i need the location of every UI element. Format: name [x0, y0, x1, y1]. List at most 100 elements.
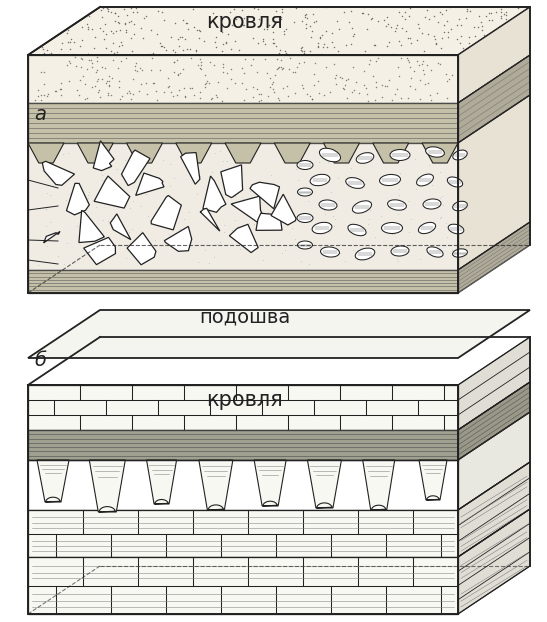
Point	[384, 75, 393, 85]
Point	[121, 19, 130, 29]
Point	[98, 26, 107, 36]
Point	[359, 2, 368, 12]
Polygon shape	[110, 214, 131, 239]
Point	[400, 7, 409, 17]
Polygon shape	[458, 7, 530, 103]
Point	[95, 24, 104, 34]
Point	[84, 187, 93, 197]
Point	[130, 62, 139, 72]
Point	[210, 148, 219, 158]
Point	[160, 87, 168, 97]
Point	[264, 20, 273, 30]
Point	[254, 89, 263, 99]
Point	[113, 221, 121, 231]
Point	[81, 79, 90, 89]
Polygon shape	[84, 238, 115, 265]
Polygon shape	[458, 412, 530, 510]
Point	[497, 11, 506, 21]
Point	[199, 36, 208, 46]
Ellipse shape	[447, 177, 463, 187]
Point	[412, 184, 421, 194]
Point	[301, 12, 310, 22]
Point	[433, 17, 442, 27]
Point	[62, 195, 71, 205]
Point	[211, 32, 220, 42]
Point	[428, 180, 437, 190]
Point	[306, 32, 315, 42]
Point	[277, 7, 286, 17]
Ellipse shape	[417, 174, 433, 186]
Point	[305, 237, 314, 247]
Point	[133, 66, 142, 76]
Polygon shape	[231, 196, 262, 222]
Point	[106, 7, 115, 17]
Point	[77, 35, 86, 45]
Point	[418, 27, 427, 37]
Point	[109, 38, 118, 48]
Point	[365, 205, 374, 215]
Point	[105, 177, 114, 187]
Ellipse shape	[388, 200, 406, 210]
Point	[195, 26, 204, 35]
Point	[404, 227, 413, 237]
Point	[164, 82, 173, 92]
Point	[314, 76, 323, 86]
Point	[237, 19, 246, 29]
Point	[238, 63, 247, 73]
Point	[301, 23, 310, 33]
Point	[136, 63, 144, 73]
Point	[118, 91, 126, 101]
Ellipse shape	[423, 199, 441, 209]
Point	[235, 45, 243, 55]
Point	[42, 221, 50, 231]
Point	[90, 43, 98, 53]
Polygon shape	[136, 173, 164, 195]
Point	[147, 26, 155, 35]
Point	[374, 53, 382, 63]
Point	[366, 55, 375, 65]
Point	[105, 81, 114, 91]
Point	[432, 39, 440, 49]
Point	[172, 90, 181, 100]
Point	[220, 220, 229, 230]
Point	[158, 7, 167, 17]
Point	[269, 39, 277, 49]
Point	[123, 10, 131, 20]
Point	[260, 54, 269, 64]
Point	[230, 20, 238, 30]
Point	[315, 157, 323, 167]
Point	[148, 53, 156, 63]
Point	[440, 20, 449, 30]
Ellipse shape	[418, 223, 435, 234]
Point	[314, 42, 323, 52]
Point	[401, 26, 410, 36]
Point	[394, 154, 403, 164]
Point	[89, 236, 97, 246]
Point	[363, 90, 371, 100]
Polygon shape	[250, 182, 280, 209]
Point	[332, 70, 341, 80]
Point	[240, 21, 248, 30]
Point	[461, 12, 470, 22]
Point	[383, 19, 392, 29]
Point	[349, 62, 358, 72]
Point	[62, 60, 71, 70]
Point	[274, 63, 282, 73]
Point	[181, 92, 190, 102]
Point	[249, 92, 258, 102]
Point	[277, 4, 286, 14]
Polygon shape	[147, 460, 177, 504]
Point	[432, 88, 441, 98]
Point	[82, 64, 91, 74]
Point	[229, 4, 238, 14]
Point	[176, 225, 185, 234]
Point	[301, 9, 310, 19]
Point	[333, 16, 342, 26]
Point	[78, 53, 86, 63]
Point	[363, 201, 372, 211]
Point	[126, 88, 135, 98]
Point	[173, 34, 182, 44]
Point	[219, 59, 228, 69]
Ellipse shape	[426, 147, 444, 157]
Point	[393, 21, 401, 30]
